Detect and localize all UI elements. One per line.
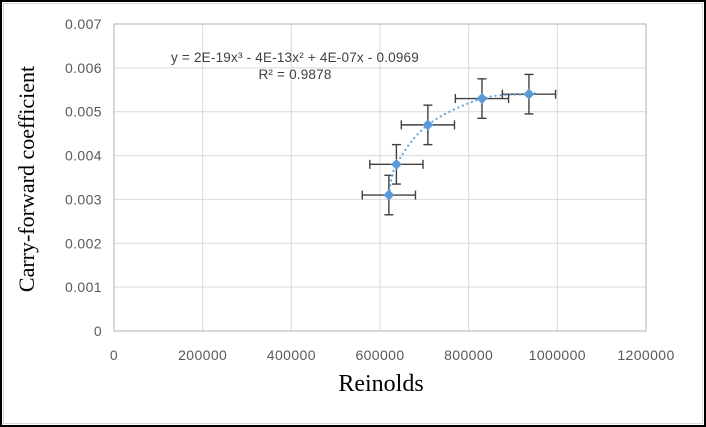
chart-border <box>3 3 703 424</box>
x-tick-label: 1000000 <box>529 347 586 363</box>
x-tick-label: 1200000 <box>617 347 674 363</box>
x-tick-label: 0 <box>110 347 118 363</box>
x-tick-label: 200000 <box>178 347 227 363</box>
data-point-marker <box>523 88 535 100</box>
trendline <box>387 90 539 197</box>
trendline-annotation: y = 2E-19x³ - 4E-13x² + 4E-07x - 0.0969 … <box>135 49 455 83</box>
plot-area-border <box>113 23 647 332</box>
y-tick-label: 0.002 <box>65 235 102 251</box>
y-tick-label: 0.005 <box>65 104 102 120</box>
data-point-marker <box>476 93 488 105</box>
y-tick-label: 0.003 <box>65 191 102 207</box>
x-axis-title: Reinolds <box>338 371 424 397</box>
x-tick-label: 600000 <box>355 347 404 363</box>
y-tick-label: 0.007 <box>65 16 102 32</box>
y-tick-label: 0.006 <box>65 60 102 76</box>
x-tick-label: 400000 <box>267 347 316 363</box>
trendline-equation: y = 2E-19x³ - 4E-13x² + 4E-07x - 0.0969 <box>171 50 419 65</box>
y-tick-label: 0.001 <box>65 279 102 295</box>
r-squared-label: R² = 0.9878 <box>258 67 332 82</box>
x-tick-label: 800000 <box>444 347 493 363</box>
y-tick-label: 0.004 <box>65 148 102 164</box>
y-tick-label: 0 <box>94 323 102 339</box>
y-axis-title: Carry-forward coefficient <box>14 65 39 293</box>
data-point-marker <box>390 158 402 170</box>
data-point-marker <box>422 119 434 131</box>
data-point-marker <box>383 189 395 201</box>
